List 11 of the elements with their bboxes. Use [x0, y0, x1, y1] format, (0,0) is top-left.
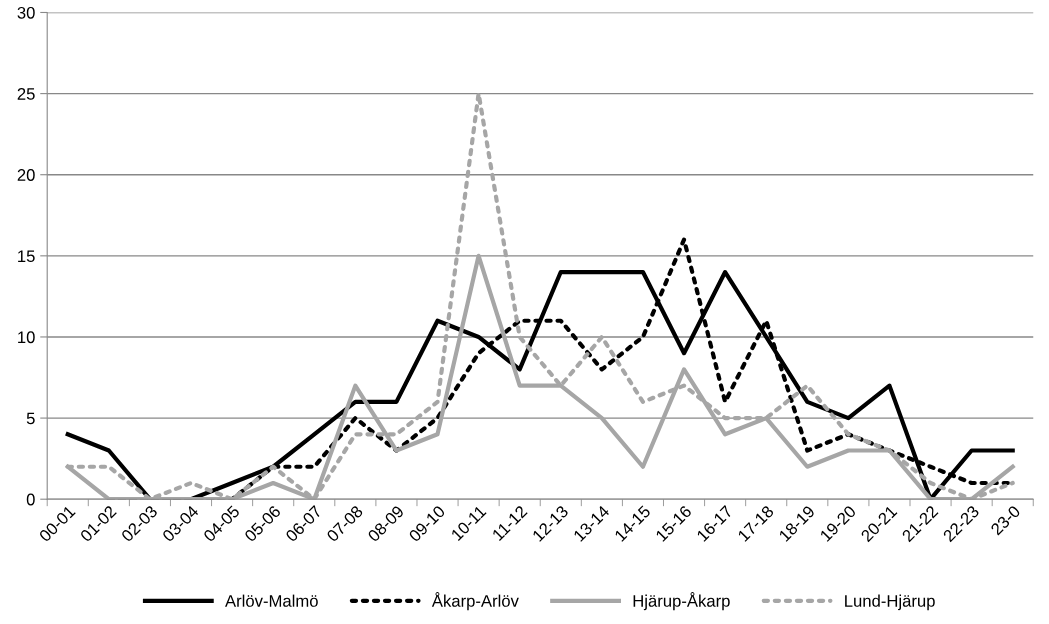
legend-label: Hjärup-Åkarp: [633, 592, 730, 611]
y-tick-label: 25: [17, 88, 35, 100]
legend-label: Åkarp-Arlöv: [431, 592, 519, 611]
y-tick-label: 10: [18, 331, 35, 344]
legend-label: Arlöv-Malmö: [225, 594, 318, 607]
y-tick-label: 30: [17, 6, 35, 19]
legend-label: Lund-Hjärup: [845, 594, 935, 611]
y-tick-label: 0: [26, 493, 35, 506]
y-tick-label: 5: [26, 412, 35, 425]
y-tick-label: 20: [17, 169, 35, 181]
y-tick-label: 15: [18, 250, 35, 263]
